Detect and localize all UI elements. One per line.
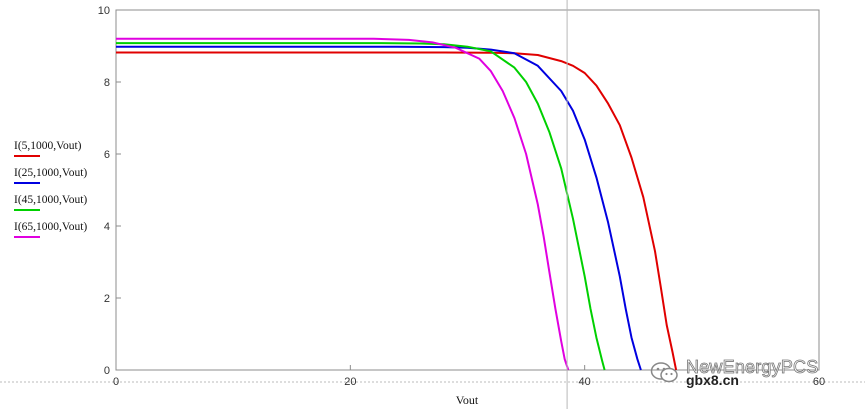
legend-item-4: I(65,1000,Vout) <box>14 221 124 238</box>
legend-label: I(45,1000,Vout) <box>14 194 124 207</box>
legend-label: I(25,1000,Vout) <box>14 167 124 180</box>
legend-swatch <box>14 209 40 211</box>
x-axis-title: Vout <box>456 393 479 407</box>
legend: I(5,1000,Vout) I(25,1000,Vout) I(45,1000,V… <box>14 140 124 248</box>
y-tick-label-5: 10 <box>98 5 110 17</box>
x-tick-label-0: 0 <box>113 376 119 388</box>
watermark-site: gbx8.cn <box>686 372 739 388</box>
legend-label: I(5,1000,Vout) <box>14 140 124 153</box>
legend-item-1: I(5,1000,Vout) <box>14 140 124 157</box>
y-tick-label-1: 2 <box>104 293 110 305</box>
x-tick-label-1: 20 <box>344 376 356 388</box>
legend-label: I(65,1000,Vout) <box>14 221 124 234</box>
watermark: NewEnergyPCS gbx8.cn <box>650 357 855 391</box>
legend-item-2: I(25,1000,Vout) <box>14 167 124 184</box>
y-tick-label-0: 0 <box>104 365 110 377</box>
wechat-icon <box>650 361 680 385</box>
legend-swatch <box>14 236 40 238</box>
legend-swatch <box>14 182 40 184</box>
legend-item-3: I(45,1000,Vout) <box>14 194 124 211</box>
x-tick-label-2: 40 <box>579 376 591 388</box>
y-tick-label-4: 8 <box>104 77 110 89</box>
legend-swatch <box>14 155 40 157</box>
plot-area-frame <box>116 10 819 370</box>
